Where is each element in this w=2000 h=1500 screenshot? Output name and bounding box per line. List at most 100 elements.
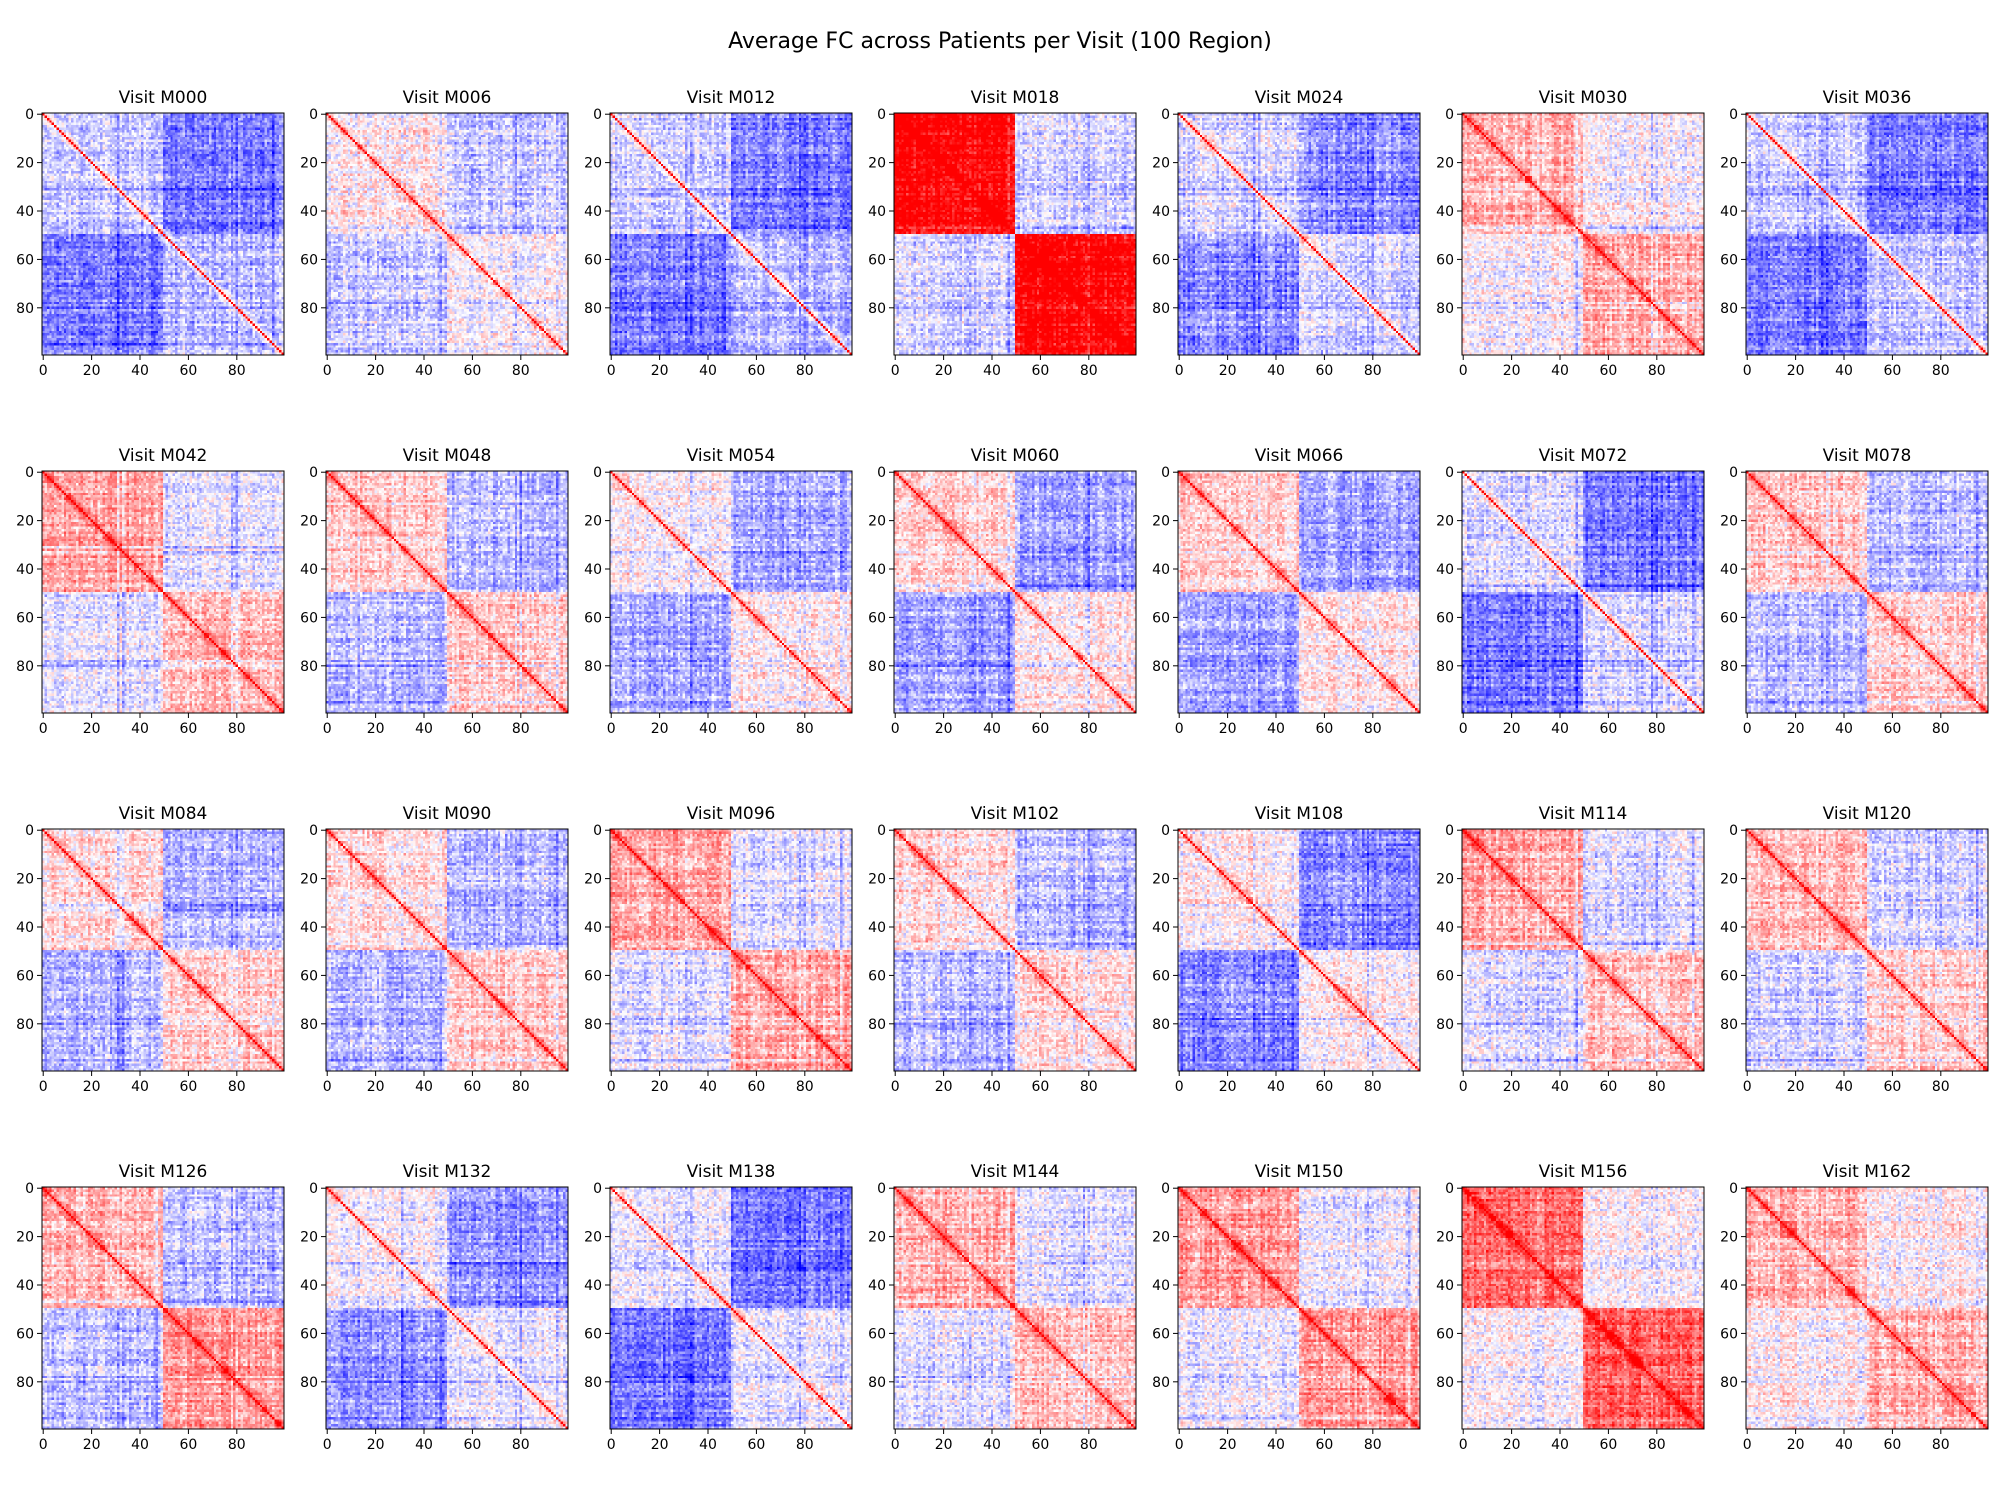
plot-frame [1177,112,1421,356]
y-tick-label: 20 [584,872,602,888]
heatmap-image [894,113,1136,355]
x-tick-label: 80 [228,363,246,379]
y-tick-label: 40 [300,204,318,220]
x-tick-label: 0 [39,721,48,737]
panel-title: Visit M036 [1823,88,1912,108]
heatmap-panel: Visit M114 0 20 40 60 80 0 20 40 60 80 [1436,804,1705,1095]
panel-title: Visit M144 [971,1162,1060,1182]
x-tick-label: 80 [796,1437,814,1453]
x-tick-label: 40 [1267,363,1285,379]
y-tick-label: 80 [868,301,886,317]
y-tick-label: 80 [1720,659,1738,675]
x-tick-label: 40 [131,1437,149,1453]
panel-title: Visit M072 [1539,446,1628,466]
x-tick-label: 80 [796,721,814,737]
y-tick-label: 20 [16,156,34,172]
x-tick-label: 40 [1835,1437,1853,1453]
y-tick-label: 80 [1436,301,1454,317]
y-tick-label: 80 [584,1375,602,1391]
x-tick-label: 80 [1364,721,1382,737]
x-tick-label: 80 [1932,363,1950,379]
y-tick-label: 60 [1152,610,1170,626]
panel-title: Visit M156 [1539,1162,1628,1182]
y-tick-label: 60 [16,252,34,268]
x-tick-label: 40 [699,1079,717,1095]
x-tick-label: 20 [83,363,101,379]
y-tick-label: 0 [1161,823,1170,839]
plot-frame [893,828,1137,1072]
y-tick-label: 60 [1720,252,1738,268]
x-tick-label: 0 [1743,721,1752,737]
y-tick-label: 20 [1152,1230,1170,1246]
x-tick-label: 0 [607,363,616,379]
x-tick-label: 60 [1883,721,1901,737]
x-tick-label: 80 [1364,363,1382,379]
x-tick-label: 40 [415,1079,433,1095]
y-tick-label: 60 [300,610,318,626]
x-tick-label: 20 [1503,721,1521,737]
x-tick-label: 0 [39,1079,48,1095]
panel-title: Visit M102 [971,804,1060,824]
x-tick-label: 80 [228,1079,246,1095]
y-tick-label: 40 [1152,920,1170,936]
heatmap-image [1178,829,1420,1071]
x-tick-label: 0 [891,363,900,379]
x-tick-label: 80 [1648,1079,1666,1095]
heatmap-panel: Visit M138 0 20 40 60 80 0 20 40 60 80 [584,1162,853,1453]
panel-title: Visit M096 [687,804,776,824]
x-tick-label: 0 [1459,1079,1468,1095]
x-tick-label: 40 [1267,1437,1285,1453]
plot-frame [1745,112,1989,356]
plot-frame [1177,1186,1421,1430]
heatmap-panel: Visit M054 0 20 40 60 80 0 20 40 60 80 [584,446,853,737]
y-tick-label: 80 [16,301,34,317]
x-tick-label: 60 [1315,1079,1333,1095]
y-tick-label: 20 [300,872,318,888]
x-tick-label: 0 [323,1437,332,1453]
y-tick-label: 40 [1436,920,1454,936]
heatmap-panel: Visit M120 0 20 40 60 80 0 20 40 60 80 [1720,804,1989,1095]
y-tick-label: 20 [300,514,318,530]
x-tick-label: 60 [463,363,481,379]
y-tick-label: 0 [309,107,318,123]
y-tick-label: 40 [16,1278,34,1294]
y-tick-label: 0 [25,823,34,839]
y-tick-label: 0 [877,465,886,481]
x-tick-label: 80 [228,1437,246,1453]
x-tick-label: 20 [367,1079,385,1095]
y-tick-label: 0 [877,1181,886,1197]
x-tick-label: 0 [1743,1079,1752,1095]
heatmap-image [326,471,568,713]
heatmap-image [894,829,1136,1071]
heatmap-image [1462,113,1704,355]
heatmap-panel: Visit M102 0 20 40 60 80 0 20 40 60 80 [868,804,1137,1095]
x-tick-label: 40 [1267,721,1285,737]
plot-frame [893,1186,1137,1430]
y-tick-label: 80 [300,1375,318,1391]
y-tick-label: 20 [868,156,886,172]
y-tick-label: 60 [868,252,886,268]
heatmap-image [1178,1187,1420,1429]
y-tick-label: 20 [584,514,602,530]
y-tick-label: 80 [868,659,886,675]
x-tick-label: 80 [1648,721,1666,737]
heatmap-panel: Visit M030 0 20 40 60 80 0 20 40 60 80 [1436,88,1705,379]
chart-suptitle: Average FC across Patients per Visit (10… [728,29,1272,54]
plot-frame [1461,112,1705,356]
heatmap-image [42,1187,284,1429]
heatmap-panel: Visit M090 0 20 40 60 80 0 20 40 60 80 [300,804,569,1095]
x-tick-label: 20 [1219,1437,1237,1453]
y-tick-label: 0 [1445,1181,1454,1197]
y-tick-label: 40 [16,562,34,578]
y-tick-label: 40 [1152,562,1170,578]
y-tick-label: 40 [300,1278,318,1294]
x-tick-label: 20 [1503,1079,1521,1095]
x-tick-label: 20 [1787,1079,1805,1095]
panel-title: Visit M084 [119,804,208,824]
x-tick-label: 0 [1459,1437,1468,1453]
x-tick-label: 40 [983,1079,1001,1095]
heatmap-image [42,471,284,713]
panel-title: Visit M066 [1255,446,1344,466]
x-tick-label: 60 [747,1437,765,1453]
x-tick-label: 20 [367,721,385,737]
